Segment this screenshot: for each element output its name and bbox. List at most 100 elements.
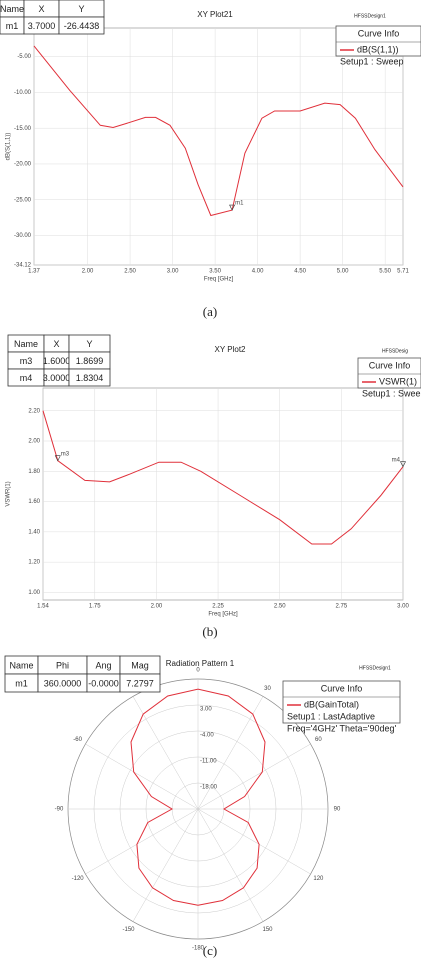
x-axis-label: Freq [GHz] xyxy=(204,277,234,283)
table-header: Mag xyxy=(131,660,149,670)
radial-tick-label: 3.00 xyxy=(200,707,212,713)
x-tick-label: 2.50 xyxy=(274,604,286,610)
angle-tick-label: 60 xyxy=(315,737,322,743)
x-tick-label: 4.00 xyxy=(252,269,264,275)
table-header: Name xyxy=(14,339,38,349)
table-value: 1.8699 xyxy=(76,356,104,366)
legend-title: Curve Info xyxy=(369,360,411,370)
x-tick-label: 1.75 xyxy=(89,604,101,610)
chart-title: XY Plot21 xyxy=(197,10,233,19)
table-header: Ang xyxy=(95,660,111,670)
legend-title: Curve Info xyxy=(321,683,363,693)
table-value: m1 xyxy=(15,678,28,688)
chart-title: XY Plot2 xyxy=(215,345,247,354)
pattern-line xyxy=(130,688,266,906)
legend-entry: VSWR(1) xyxy=(379,376,417,386)
y-tick-label: 1.20 xyxy=(28,560,40,566)
table-header: Phi xyxy=(56,660,69,670)
y-tick-label: 1.40 xyxy=(28,529,40,535)
table-value: 360.0000 xyxy=(44,678,82,688)
x-tick-label: 5.00 xyxy=(337,269,349,275)
legend-setup: Setup1 : Sweep xyxy=(362,388,421,398)
angle-tick-label: -150 xyxy=(122,927,135,933)
x-tick-label: 4.50 xyxy=(294,269,306,275)
x-tick-label: 2.00 xyxy=(82,269,94,275)
caption: (c) xyxy=(203,943,217,958)
x-tick-label: 3.00 xyxy=(167,269,179,275)
y-tick-label: -10.00 xyxy=(14,90,32,96)
y-tick-label: 1.80 xyxy=(28,469,40,475)
angle-tick-label: 0 xyxy=(196,668,200,674)
table-value: m1 xyxy=(6,21,19,31)
table-header: X xyxy=(38,4,44,14)
legend-box xyxy=(357,357,421,389)
angle-grid-line xyxy=(197,696,264,810)
marker-label: m4 xyxy=(392,457,401,463)
radial-tick-label: -11.00 xyxy=(200,759,217,765)
marker xyxy=(229,204,236,211)
legend-setup: Setup1 : Sweep xyxy=(340,56,404,66)
angle-tick-label: -120 xyxy=(72,876,85,882)
y-axis-label: VSWR(1) xyxy=(6,481,12,506)
x-tick-label: 2.50 xyxy=(124,269,136,275)
marker xyxy=(400,461,406,468)
table-value: 1.6000 xyxy=(43,356,71,366)
table-cell xyxy=(68,368,111,387)
legend-entry: dB(GainTotal) xyxy=(304,699,359,709)
angle-grid-line xyxy=(197,808,264,922)
x-tick-label: 1.37 xyxy=(28,269,40,275)
angle-tick-label: 120 xyxy=(313,876,324,882)
angle-tick-label: 90 xyxy=(334,807,341,813)
marker-label: m1 xyxy=(235,201,244,207)
table-value: 3.7000 xyxy=(28,21,56,31)
legend-setup: Setup1 : LastAdaptive xyxy=(287,711,375,721)
legend-setup: Freq='4GHz' Theta='90deg' xyxy=(287,723,397,733)
design-label: HFSSDesign1 xyxy=(354,13,386,19)
x-tick-label: 3.00 xyxy=(397,604,409,610)
angle-tick-label: -90 xyxy=(55,807,64,813)
x-tick-label: 2.25 xyxy=(212,604,224,610)
y-tick-label: -25.00 xyxy=(14,197,32,203)
plot-area xyxy=(33,27,404,266)
legend-box xyxy=(335,25,421,57)
x-tick-label: 1.54 xyxy=(37,604,49,610)
x-axis-label: Freq [GHz] xyxy=(208,612,238,618)
y-tick-label: 2.00 xyxy=(28,439,40,445)
legend-title: Curve Info xyxy=(358,28,400,38)
x-tick-label: 5.50 xyxy=(379,269,391,275)
design-label: HFSSDesig xyxy=(382,348,408,354)
table-header: Name xyxy=(9,660,33,670)
angle-grid-line xyxy=(132,808,199,922)
y-tick-label: 1.60 xyxy=(28,499,40,505)
y-tick-label: 1.00 xyxy=(28,590,40,596)
angle-tick-label: -60 xyxy=(73,737,82,743)
chart-title: Radiation Pattern 1 xyxy=(166,659,235,668)
y-tick-label: -30.00 xyxy=(14,233,32,239)
y-tick-label: 2.20 xyxy=(28,408,40,414)
x-tick-label: 2.00 xyxy=(151,604,163,610)
radial-tick-label: -4.00 xyxy=(200,733,214,739)
caption: (a) xyxy=(203,304,217,319)
angle-grid-line xyxy=(85,743,199,810)
plot-area xyxy=(42,387,404,601)
angle-grid-line xyxy=(85,808,199,875)
table-value: -0.0000 xyxy=(88,678,119,688)
table-value: 3.0000 xyxy=(43,373,71,383)
y-axis-label: dB(S(1,1)) xyxy=(6,133,12,161)
angle-tick-label: -180 xyxy=(192,946,205,952)
legend-entry: dB(S(1,1)) xyxy=(357,44,399,54)
angle-tick-label: 30 xyxy=(264,686,271,692)
table-value: m3 xyxy=(20,356,33,366)
table-cell xyxy=(119,673,161,693)
angle-grid-line xyxy=(197,808,311,875)
angle-grid-line xyxy=(132,696,199,810)
angle-grid-line xyxy=(197,743,311,810)
table-value: 1.8304 xyxy=(76,373,104,383)
legend-box xyxy=(282,680,401,724)
y-tick-label: -15.00 xyxy=(14,126,32,132)
table-header: X xyxy=(53,339,59,349)
angle-tick-label: 150 xyxy=(262,927,273,933)
marker-label: m3 xyxy=(61,451,70,457)
table-value: m4 xyxy=(20,373,33,383)
